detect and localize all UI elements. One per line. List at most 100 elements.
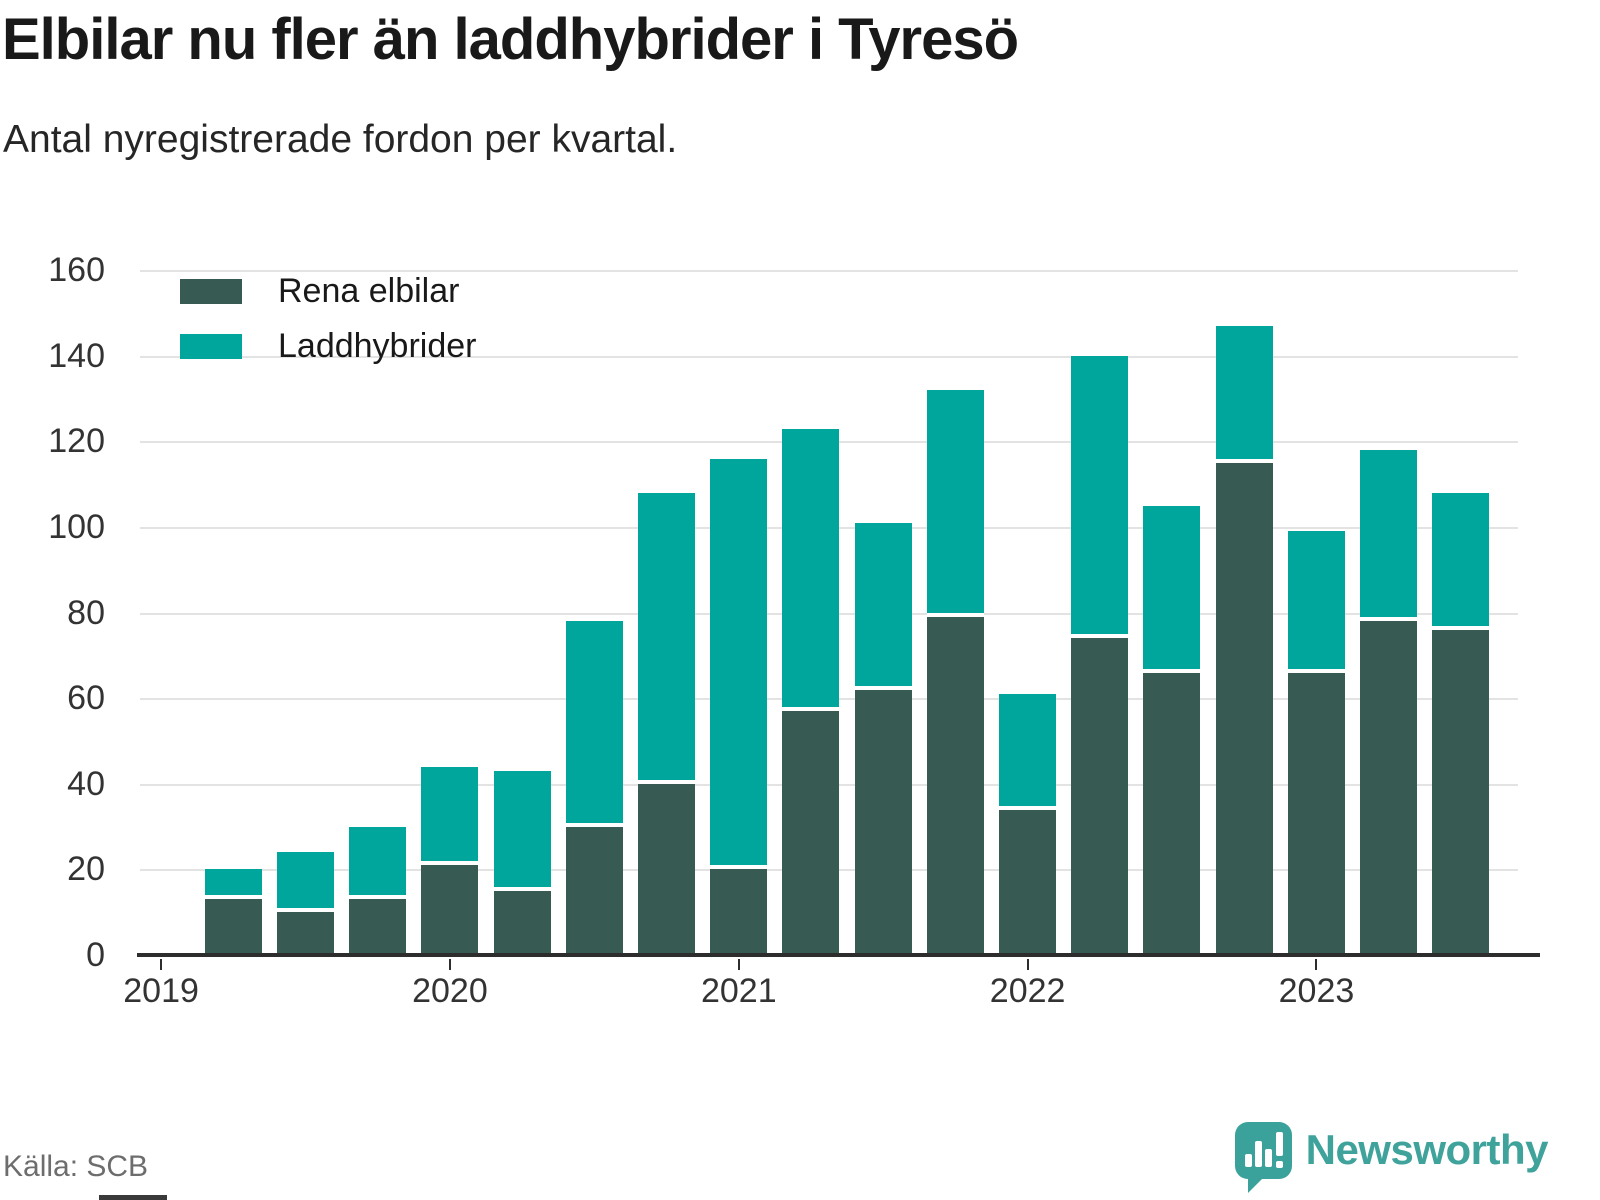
- y-tick-label-60: 60: [67, 679, 105, 718]
- mini-bar-chart-icon: [1264, 1148, 1272, 1167]
- bar-slot: [1425, 270, 1497, 955]
- segment-divider: [1360, 617, 1418, 622]
- segment-rena-elbilar: [277, 912, 334, 955]
- legend-item-laddhybrider: Laddhybrider: [180, 325, 476, 367]
- newsworthy-icon: [1234, 1121, 1292, 1193]
- y-tick-label-100: 100: [48, 508, 105, 546]
- legend-swatch-rena-elbilar: [180, 278, 242, 304]
- segment-divider: [1432, 625, 1490, 630]
- bar-slot: [558, 270, 630, 955]
- segment-divider: [421, 861, 479, 866]
- speech-bubble-tail-icon: [1247, 1175, 1265, 1193]
- legend-label: Rena elbilar: [278, 271, 460, 310]
- y-tick-label-40: 40: [67, 764, 105, 803]
- bar-plot-area: [125, 270, 1497, 955]
- segment-laddhybrider: [782, 428, 840, 707]
- legend-label: Laddhybrider: [278, 326, 477, 365]
- segment-divider: [1215, 458, 1273, 463]
- bar-slot: [630, 270, 702, 955]
- stacked-bar-2021-k3: [854, 522, 912, 955]
- bar-slot: [1280, 270, 1352, 955]
- stacked-bar-2022-k1: [999, 693, 1057, 955]
- segment-laddhybrider: [421, 766, 479, 862]
- segment-rena-elbilar: [638, 783, 696, 955]
- bar-slot: [414, 270, 486, 955]
- x-tick-2023: [1315, 959, 1318, 970]
- segment-laddhybrider: [277, 852, 334, 909]
- stacked-bar-2020-k2: [493, 771, 551, 955]
- stacked-bar-2023-k2: [1360, 450, 1418, 955]
- x-tick-label-2022: 2022: [989, 972, 1066, 1010]
- segment-divider: [204, 895, 262, 900]
- segment-divider: [1143, 668, 1201, 673]
- bar-slot: [1208, 270, 1280, 955]
- segment-rena-elbilar: [1071, 638, 1129, 955]
- exclamation-icon: [1275, 1131, 1283, 1156]
- segment-divider: [638, 779, 696, 784]
- x-tick-label-2020: 2020: [412, 972, 488, 1010]
- segment-rena-elbilar: [1287, 672, 1345, 955]
- y-tick-label-0: 0: [86, 936, 105, 974]
- segment-rena-elbilar: [421, 865, 479, 955]
- segment-divider: [349, 895, 407, 900]
- segment-laddhybrider: [565, 621, 623, 823]
- segment-laddhybrider: [926, 390, 984, 613]
- segment-rena-elbilar: [782, 711, 840, 955]
- segment-laddhybrider: [999, 693, 1057, 806]
- bar-slot: [486, 270, 558, 955]
- x-tick-2021: [737, 959, 740, 970]
- gridline-160: [140, 270, 1518, 273]
- stacked-bar-2022-k2: [1071, 355, 1129, 955]
- stacked-bar-2019-k2: [204, 869, 262, 955]
- x-tick-2022: [1026, 959, 1029, 970]
- stacked-bar-2019-k3: [277, 852, 334, 955]
- segment-rena-elbilar: [926, 616, 984, 955]
- bar-slot: [1064, 270, 1136, 955]
- chart-subtitle: Antal nyregistrerade fordon per kvartal.: [3, 118, 678, 161]
- segment-rena-elbilar: [1215, 462, 1273, 955]
- gridline-140: [140, 355, 1518, 358]
- segment-divider: [710, 865, 768, 870]
- exclamation-icon: [1275, 1160, 1283, 1168]
- bar-slot: [342, 270, 414, 955]
- mini-bar-chart-icon: [1244, 1153, 1252, 1167]
- stacked-bar-2020-k3: [565, 621, 623, 955]
- y-tick-label-20: 20: [67, 850, 105, 889]
- bar-slot: [919, 270, 991, 955]
- legend-swatch-laddhybrider: [180, 333, 242, 359]
- stacked-bar-2020-k1: [421, 766, 479, 955]
- segment-laddhybrider: [854, 522, 912, 686]
- segment-laddhybrider: [1215, 325, 1273, 459]
- segment-rena-elbilar: [710, 869, 768, 955]
- chart-title: Elbilar nu fler än laddhybrider i Tyresö: [2, 7, 1019, 72]
- y-tick-label-160: 160: [48, 251, 105, 290]
- x-tick-label-2023: 2023: [1278, 972, 1355, 1010]
- stacked-bar-2022-k3: [1143, 505, 1201, 955]
- bar-slot: [1352, 270, 1424, 955]
- mini-bar-chart-icon: [1254, 1140, 1262, 1167]
- stacked-bar-2021-k2: [782, 428, 840, 955]
- bar-slot: [269, 270, 341, 955]
- brand-wordmark: Newsworthy: [1305, 1126, 1549, 1173]
- stacked-bar-2021-k4: [926, 390, 984, 955]
- segment-laddhybrider: [1071, 355, 1129, 635]
- segment-divider: [999, 805, 1057, 810]
- segment-rena-elbilar: [1432, 629, 1490, 955]
- y-tick-label-120: 120: [48, 422, 105, 461]
- segment-laddhybrider: [710, 458, 768, 866]
- segment-divider: [565, 822, 623, 827]
- x-tick-label-2019: 2019: [123, 972, 199, 1010]
- segment-rena-elbilar: [349, 899, 407, 955]
- legend: Rena elbilar Laddhybrider: [180, 270, 476, 380]
- bar-slot: [847, 270, 919, 955]
- segment-rena-elbilar: [999, 809, 1057, 955]
- segment-rena-elbilar: [565, 826, 623, 955]
- segment-rena-elbilar: [204, 899, 262, 955]
- segment-laddhybrider: [1432, 492, 1490, 626]
- x-axis-line: [137, 953, 1540, 957]
- segment-divider: [493, 886, 551, 891]
- stacked-bar-2021-k1: [710, 458, 768, 955]
- newsworthy-logo[interactable]: Newsworthy: [1234, 1118, 1549, 1193]
- bar-slot: [775, 270, 847, 955]
